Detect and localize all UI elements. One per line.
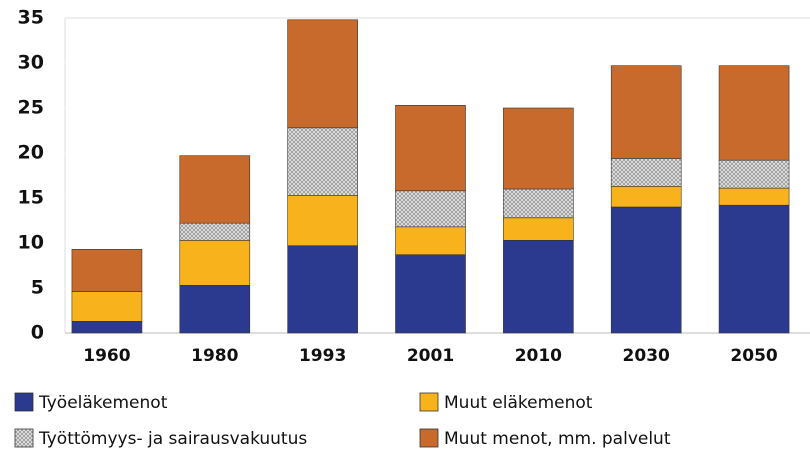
bar-segment	[718, 159, 790, 189]
y-tick-label: 5	[31, 277, 44, 299]
bar-segment	[71, 320, 143, 334]
bar-segment	[395, 226, 466, 256]
x-tick-label: 2050	[730, 346, 777, 366]
bar-segment	[287, 245, 358, 334]
legend-label: Työttömyys- ja sairausvakuutus	[38, 429, 307, 449]
bar-segment	[503, 188, 574, 219]
bar-segment	[179, 155, 251, 224]
x-tick-label: 1960	[83, 346, 130, 366]
bar-segment	[503, 240, 574, 334]
legend-swatch	[14, 428, 34, 448]
x-tick-label: 1980	[191, 346, 238, 366]
legend-label: Muut menot, mm. palvelut	[444, 429, 671, 449]
bar-segment	[395, 254, 466, 334]
x-tick-label: 2001	[407, 346, 454, 366]
legend-label: Muut eläkemenot	[444, 393, 593, 413]
bar-segment	[610, 158, 682, 187]
bar-segment	[287, 19, 358, 129]
legend-swatch	[419, 428, 439, 448]
bar-segment	[610, 65, 682, 159]
bar-segment	[395, 190, 466, 228]
y-tick-label: 15	[18, 187, 44, 209]
bar-segment	[718, 187, 790, 206]
y-tick-label: 20	[18, 142, 44, 164]
bar-segment	[179, 240, 251, 286]
bar-segment	[287, 195, 358, 247]
y-tick-label: 25	[18, 97, 44, 119]
bar-segment	[718, 65, 790, 161]
legend-swatch	[14, 392, 34, 412]
bar-segment	[610, 206, 682, 334]
bar-segment	[395, 105, 466, 192]
bar-segment	[179, 222, 251, 241]
bar-segment	[287, 127, 358, 196]
bar-segment	[503, 107, 574, 190]
x-tick-label: 2010	[515, 346, 562, 366]
x-tick-label: 1993	[299, 346, 346, 366]
y-tick-label: 0	[31, 322, 44, 344]
legend-label: Työeläkemenot	[38, 393, 168, 413]
bar-segment	[718, 204, 790, 334]
bar-segment	[71, 249, 143, 292]
legend-swatch	[419, 392, 439, 412]
y-tick-label: 10	[18, 232, 44, 254]
y-tick-label: 35	[18, 7, 44, 29]
y-tick-label: 30	[18, 52, 44, 74]
bar-segment	[179, 284, 251, 334]
x-tick-label: 2030	[623, 346, 670, 366]
bar-segment	[610, 186, 682, 208]
bar-segment	[71, 291, 143, 322]
bar-segment	[503, 217, 574, 241]
